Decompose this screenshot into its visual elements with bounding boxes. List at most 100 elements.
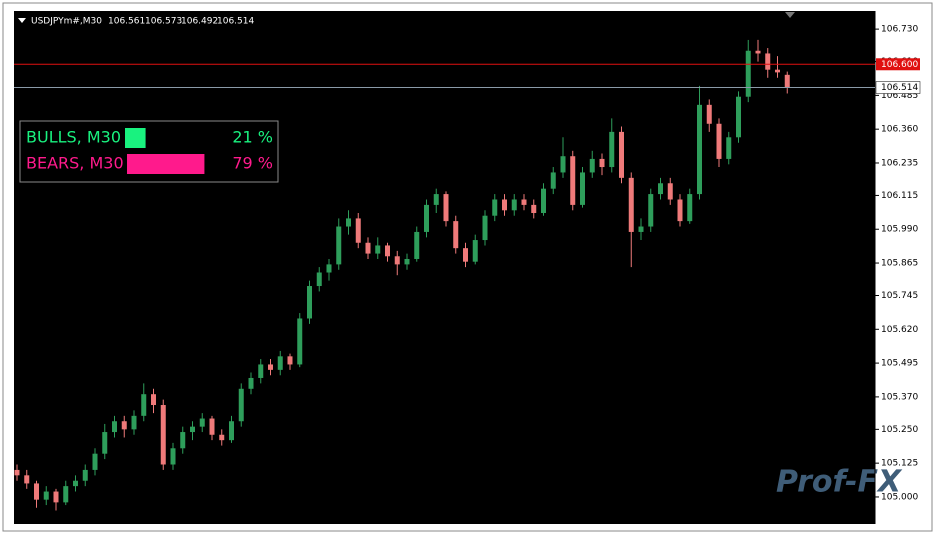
candle-body [92, 453, 98, 470]
y-tick-label: 105.250 [881, 425, 918, 435]
candle-body [628, 177, 634, 232]
ohlc-close: 106.514 [217, 17, 254, 27]
ohlc-high: 106.573 [145, 17, 182, 27]
candle-body [541, 188, 546, 214]
candle-body [609, 131, 615, 168]
y-tick-label: 105.745 [881, 291, 918, 301]
shift-marker [785, 12, 795, 18]
candle-body [775, 69, 780, 73]
candle-body [287, 356, 293, 365]
y-tick-label: 105.370 [881, 392, 918, 402]
candle-body [24, 475, 30, 484]
y-tick-label: 105.865 [881, 259, 918, 269]
candle-body [121, 421, 127, 430]
candle-body [580, 172, 585, 205]
candle-body [355, 218, 361, 243]
menu-arrow[interactable] [18, 18, 26, 23]
candle-body [170, 448, 176, 465]
candle-body [687, 194, 693, 222]
candle-body [375, 245, 381, 254]
chart-pane [14, 11, 875, 524]
indicator-value: 79 % [232, 154, 273, 173]
candle-body [180, 432, 186, 449]
indicator-value: 21 % [232, 128, 273, 147]
candle-body [336, 226, 342, 265]
indicator-bar [127, 154, 205, 174]
candle-body [433, 194, 439, 205]
indicator-bar [125, 128, 146, 148]
candle-body [511, 199, 517, 211]
candle-body [297, 318, 303, 365]
price-tag-label: 106.600 [881, 60, 918, 70]
candle-body [151, 394, 156, 406]
candle-body [131, 415, 137, 430]
y-tick-label: 105.990 [881, 225, 918, 235]
indicator-label: BEARS, M30 [26, 154, 124, 173]
candle-body [765, 53, 771, 70]
ohlc-low: 106.492 [181, 17, 218, 27]
candle-body [385, 245, 390, 257]
candle-body [43, 491, 49, 500]
candle-body [453, 221, 459, 249]
candle-body [326, 264, 332, 273]
last-price-tag [875, 81, 921, 94]
price-tag [876, 58, 920, 71]
last-price-label: 106.514 [881, 83, 918, 93]
candle-body [463, 248, 468, 262]
candle-body [638, 226, 644, 232]
y-tick-label: 106.115 [881, 191, 918, 201]
candle-body [102, 432, 108, 454]
candle-body [755, 50, 761, 54]
y-tick-label: 105.125 [881, 459, 918, 469]
candle-body [677, 199, 683, 222]
candle-body [589, 158, 595, 173]
candle-body [141, 394, 147, 416]
candle-body [316, 272, 322, 287]
candle-body [258, 364, 264, 378]
candle-body [599, 158, 605, 168]
candle-body [482, 215, 488, 241]
candle-body [706, 104, 712, 124]
candle-body [365, 242, 371, 254]
candle-body [443, 194, 449, 222]
candle-body [736, 96, 741, 138]
candle-body [784, 74, 790, 88]
ohlc-open: 106.561 [108, 17, 145, 27]
candle-body [160, 405, 166, 465]
candle-body [667, 183, 673, 200]
candle-body [14, 469, 20, 476]
candle-body [716, 123, 722, 159]
candle-body [619, 131, 624, 178]
candle-body [492, 199, 498, 216]
candle-body [34, 483, 39, 500]
candle-body [745, 50, 751, 97]
candle-body [658, 183, 663, 195]
y-tick-label: 105.000 [881, 492, 918, 502]
symbol-label: USDJPYm#,M30 [31, 17, 102, 27]
candle-body [424, 204, 429, 232]
y-tick-label: 105.620 [881, 325, 918, 335]
candle-body [521, 199, 527, 205]
y-tick-label: 106.730 [881, 25, 918, 35]
candle-body [414, 231, 420, 259]
y-tick-label: 106.360 [881, 125, 918, 135]
candle-body [229, 421, 234, 441]
indicator-label: BULLS, M30 [26, 128, 121, 147]
candle-body [307, 286, 312, 319]
watermark: Prof-FX [776, 465, 903, 500]
candle-body [190, 426, 195, 433]
candle-body [209, 418, 215, 435]
y-tick-label: 105.495 [881, 359, 918, 369]
candle-body [238, 388, 244, 422]
candle-body [560, 156, 566, 173]
candle-body [199, 418, 205, 427]
candle-body [531, 204, 537, 214]
candle-body [112, 421, 117, 433]
candle-body [63, 486, 69, 503]
candle-body [726, 137, 732, 159]
y-tick-label: 106.485 [881, 91, 918, 101]
candle-body [502, 199, 507, 211]
indicator-panel [19, 120, 279, 183]
candle-body [394, 256, 400, 265]
